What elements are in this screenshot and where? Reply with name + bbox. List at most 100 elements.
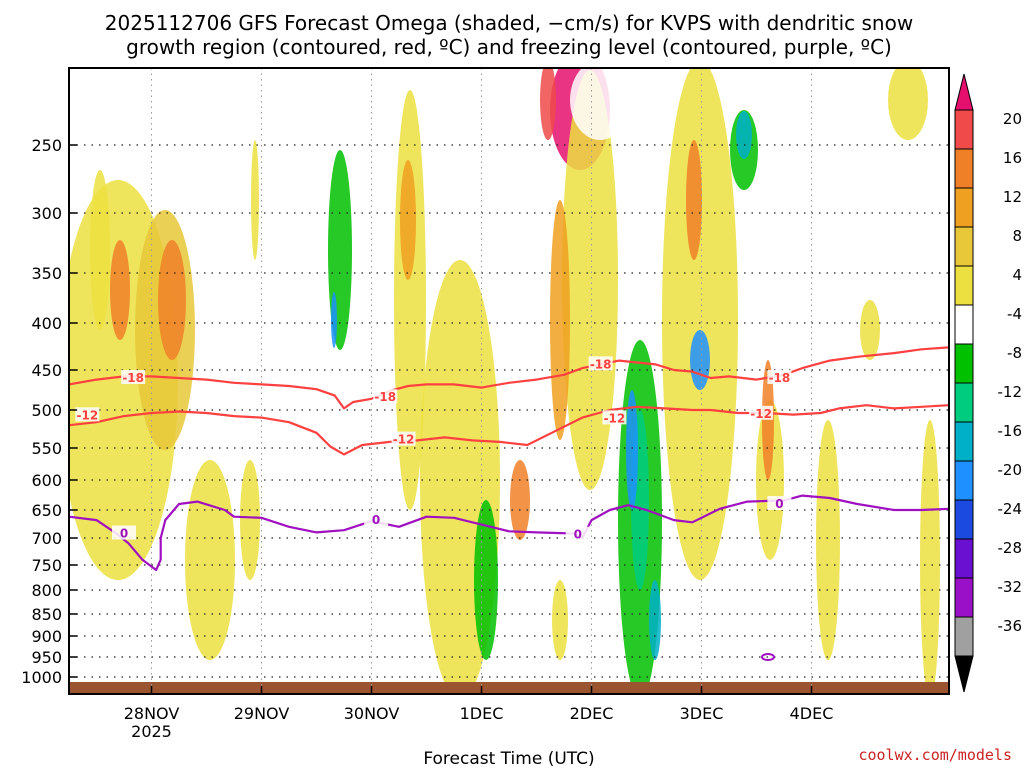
contour-label-bg <box>364 512 389 527</box>
colorbar-segment <box>954 382 974 423</box>
y-tick-label: 950 <box>31 648 62 667</box>
ground-terrain <box>69 682 949 694</box>
colorbar-label: 8 <box>1012 227 1022 245</box>
omega-blob <box>570 68 630 140</box>
x-tick-label: 30NOV <box>344 704 400 723</box>
y-tick-label: 1000 <box>21 668 62 687</box>
plot-frame <box>68 67 950 695</box>
contour-label-bg <box>602 410 627 425</box>
colorbar-segment <box>954 187 974 228</box>
omega-blob <box>686 140 702 260</box>
credit-text[interactable]: coolwx.com/models <box>858 746 1012 764</box>
colorbar-label: -8 <box>1007 344 1022 362</box>
contour-label: -18 <box>590 357 612 371</box>
contour-label-bg <box>75 407 100 422</box>
contour-line-minus12 <box>69 404 949 456</box>
x-tick-label: 29NOV <box>234 704 290 723</box>
omega-blob <box>510 460 530 540</box>
omega-blob <box>240 460 260 580</box>
chart-title-line-2: growth region (contoured, red, ºC) and f… <box>126 35 892 59</box>
contour-label-bg <box>767 370 792 384</box>
omega-blob <box>649 580 661 660</box>
colorbar-segment <box>954 577 974 618</box>
x-tick-label: 1DEC <box>460 704 504 723</box>
omega-blob <box>860 300 880 360</box>
omega-blob <box>562 70 618 490</box>
colorbar-label: -20 <box>998 461 1023 479</box>
contour-label: 0 <box>574 528 582 542</box>
omega-blob <box>185 460 235 660</box>
colorbar-segment <box>954 421 974 462</box>
contour-label-bg <box>112 525 136 540</box>
colorbar-segment <box>954 499 974 540</box>
colorbar-label: -32 <box>998 578 1023 596</box>
y-axis: 250 300 350 400 450 500 550 600 650 700 750 800 850 9… <box>21 136 77 687</box>
colorbar-label: -36 <box>998 617 1023 635</box>
colorbar-segment <box>954 538 974 579</box>
x-tick-label: 4DEC <box>790 704 834 723</box>
colorbar-label: -4 <box>1007 305 1022 323</box>
contour-line-0 <box>69 494 949 572</box>
y-tick-label: 600 <box>31 471 62 490</box>
colorbar-label: -12 <box>998 383 1023 401</box>
x-tick-label: 28NOV <box>124 704 180 723</box>
contour-label-bg <box>121 370 146 384</box>
chart-title-line-1: 2025112706 GFS Forecast Omega (shaded, −… <box>105 11 913 35</box>
colorbar-top-arrow <box>954 73 974 111</box>
colorbar-segment <box>954 109 974 150</box>
y-tick-label: 500 <box>31 401 62 420</box>
y-tick-label: 250 <box>31 136 62 155</box>
colorbar-label: -24 <box>998 500 1023 518</box>
contour-label-bg <box>767 496 792 510</box>
contour-label: -12 <box>604 411 626 425</box>
y-tick-label: 700 <box>31 529 62 548</box>
omega-blob <box>540 68 556 140</box>
contour-label: 0 <box>372 513 380 527</box>
colorbar-segment <box>954 460 974 501</box>
omega-blob <box>251 140 259 260</box>
colorbar-bottom-arrow <box>954 655 974 693</box>
contour-label-bg <box>749 405 774 420</box>
omega-blob <box>662 68 738 580</box>
omega-blob <box>736 111 752 159</box>
contour-label: -18 <box>769 371 791 385</box>
omega-blob <box>158 240 186 360</box>
contour-label-bg <box>565 526 590 541</box>
omega-blob <box>626 390 638 510</box>
x-tick-label: 2DEC <box>570 704 614 723</box>
contour-label: -18 <box>122 371 144 385</box>
colorbar-segment <box>954 304 974 345</box>
y-tick-label: 900 <box>31 627 62 646</box>
contour-label: -12 <box>76 408 98 422</box>
colorbar-label: -28 <box>998 539 1023 557</box>
contour-label-bg <box>373 389 398 404</box>
omega-blob <box>331 292 337 348</box>
contour-label-bg <box>588 356 613 371</box>
y-tick-label: 650 <box>31 501 62 520</box>
y-tick-label: 300 <box>31 204 62 223</box>
colorbar-segment <box>954 265 974 306</box>
omega-blob <box>920 420 940 694</box>
colorbar-segment <box>954 226 974 267</box>
omega-blob <box>400 160 416 280</box>
contour-label: -12 <box>750 407 772 421</box>
x-tick-label: 3DEC <box>680 704 724 723</box>
colorbar-segment <box>954 148 974 189</box>
y-tick-label: 350 <box>31 264 62 283</box>
y-tick-label: 400 <box>31 314 62 333</box>
omega-blob <box>90 170 110 330</box>
y-tick-label: 800 <box>31 581 62 600</box>
contour-label: 0 <box>775 497 783 511</box>
omega-blob <box>550 200 570 440</box>
colorbar-label: 20 <box>1003 110 1022 128</box>
omega-blob <box>762 360 774 480</box>
omega-blob <box>816 420 840 660</box>
omega-blob <box>888 68 928 140</box>
y-tick-label: 750 <box>31 556 62 575</box>
contour-label: -12 <box>393 433 415 447</box>
colorbar-segment <box>954 343 974 384</box>
omega-blob <box>110 240 130 340</box>
colorbar-label: 16 <box>1003 149 1022 167</box>
